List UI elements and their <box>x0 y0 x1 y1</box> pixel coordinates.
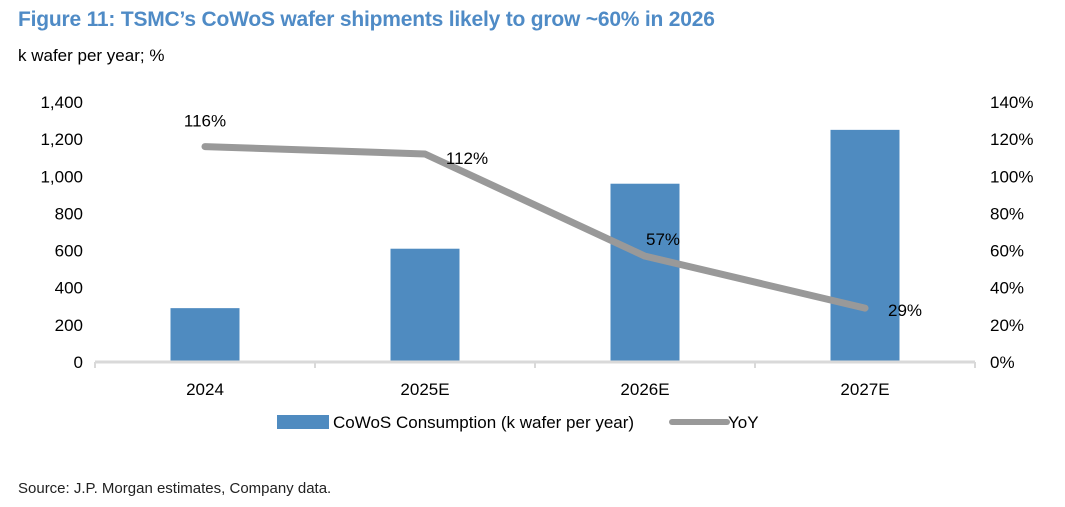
x-tick-label: 2027E <box>840 380 889 399</box>
left-tick-label: 1,400 <box>40 93 83 112</box>
legend-swatch-bar <box>277 415 329 429</box>
right-tick-label: 20% <box>990 316 1024 335</box>
left-tick-label: 0 <box>74 353 83 372</box>
yoy-series: 116% 112% 57% 29% <box>184 112 922 321</box>
yoy-data-label: 57% <box>646 230 680 249</box>
bar-2027E <box>830 129 900 362</box>
bar-2025E <box>390 248 460 362</box>
legend-label-bar: CoWoS Consumption (k wafer per year) <box>333 413 634 432</box>
right-tick-label: 60% <box>990 242 1024 261</box>
chart-title: Figure 11: TSMC’s CoWoS wafer shipments … <box>18 8 715 31</box>
right-tick-label: 140% <box>990 93 1033 112</box>
right-tick-label: 0% <box>990 353 1015 372</box>
right-tick-label: 100% <box>990 167 1033 186</box>
yoy-data-label: 116% <box>184 112 226 131</box>
legend-label-line: YoY <box>728 413 759 432</box>
left-tick-label: 1,000 <box>40 167 83 186</box>
x-tick-label: 2025E <box>400 380 449 399</box>
yoy-data-label: 29% <box>888 301 922 320</box>
chart-subtitle: k wafer per year; % <box>18 46 165 65</box>
right-axis: 0% 20% 40% 60% 80% 100% 120% 140% <box>990 93 1033 372</box>
x-tick-label: 2026E <box>620 380 669 399</box>
right-tick-label: 80% <box>990 204 1024 223</box>
right-tick-label: 120% <box>990 130 1033 149</box>
left-tick-label: 600 <box>55 242 83 261</box>
legend: CoWoS Consumption (k wafer per year) YoY <box>277 413 759 432</box>
left-axis: 0 200 400 600 800 1,000 1,200 1,400 <box>40 93 83 372</box>
left-tick-label: 1,200 <box>40 130 83 149</box>
left-tick-label: 400 <box>55 279 83 298</box>
left-tick-label: 800 <box>55 204 83 223</box>
bar-2026E <box>610 183 680 362</box>
left-tick-label: 200 <box>55 316 83 335</box>
source-note: Source: J.P. Morgan estimates, Company d… <box>18 480 332 497</box>
yoy-data-label: 112% <box>446 149 488 168</box>
yoy-line <box>201 143 869 312</box>
bar-2024 <box>170 308 240 362</box>
right-tick-label: 40% <box>990 279 1024 298</box>
x-axis: 2024 2025E 2026E 2027E <box>94 362 976 399</box>
bar-series <box>170 129 900 362</box>
x-tick-label: 2024 <box>186 380 224 399</box>
